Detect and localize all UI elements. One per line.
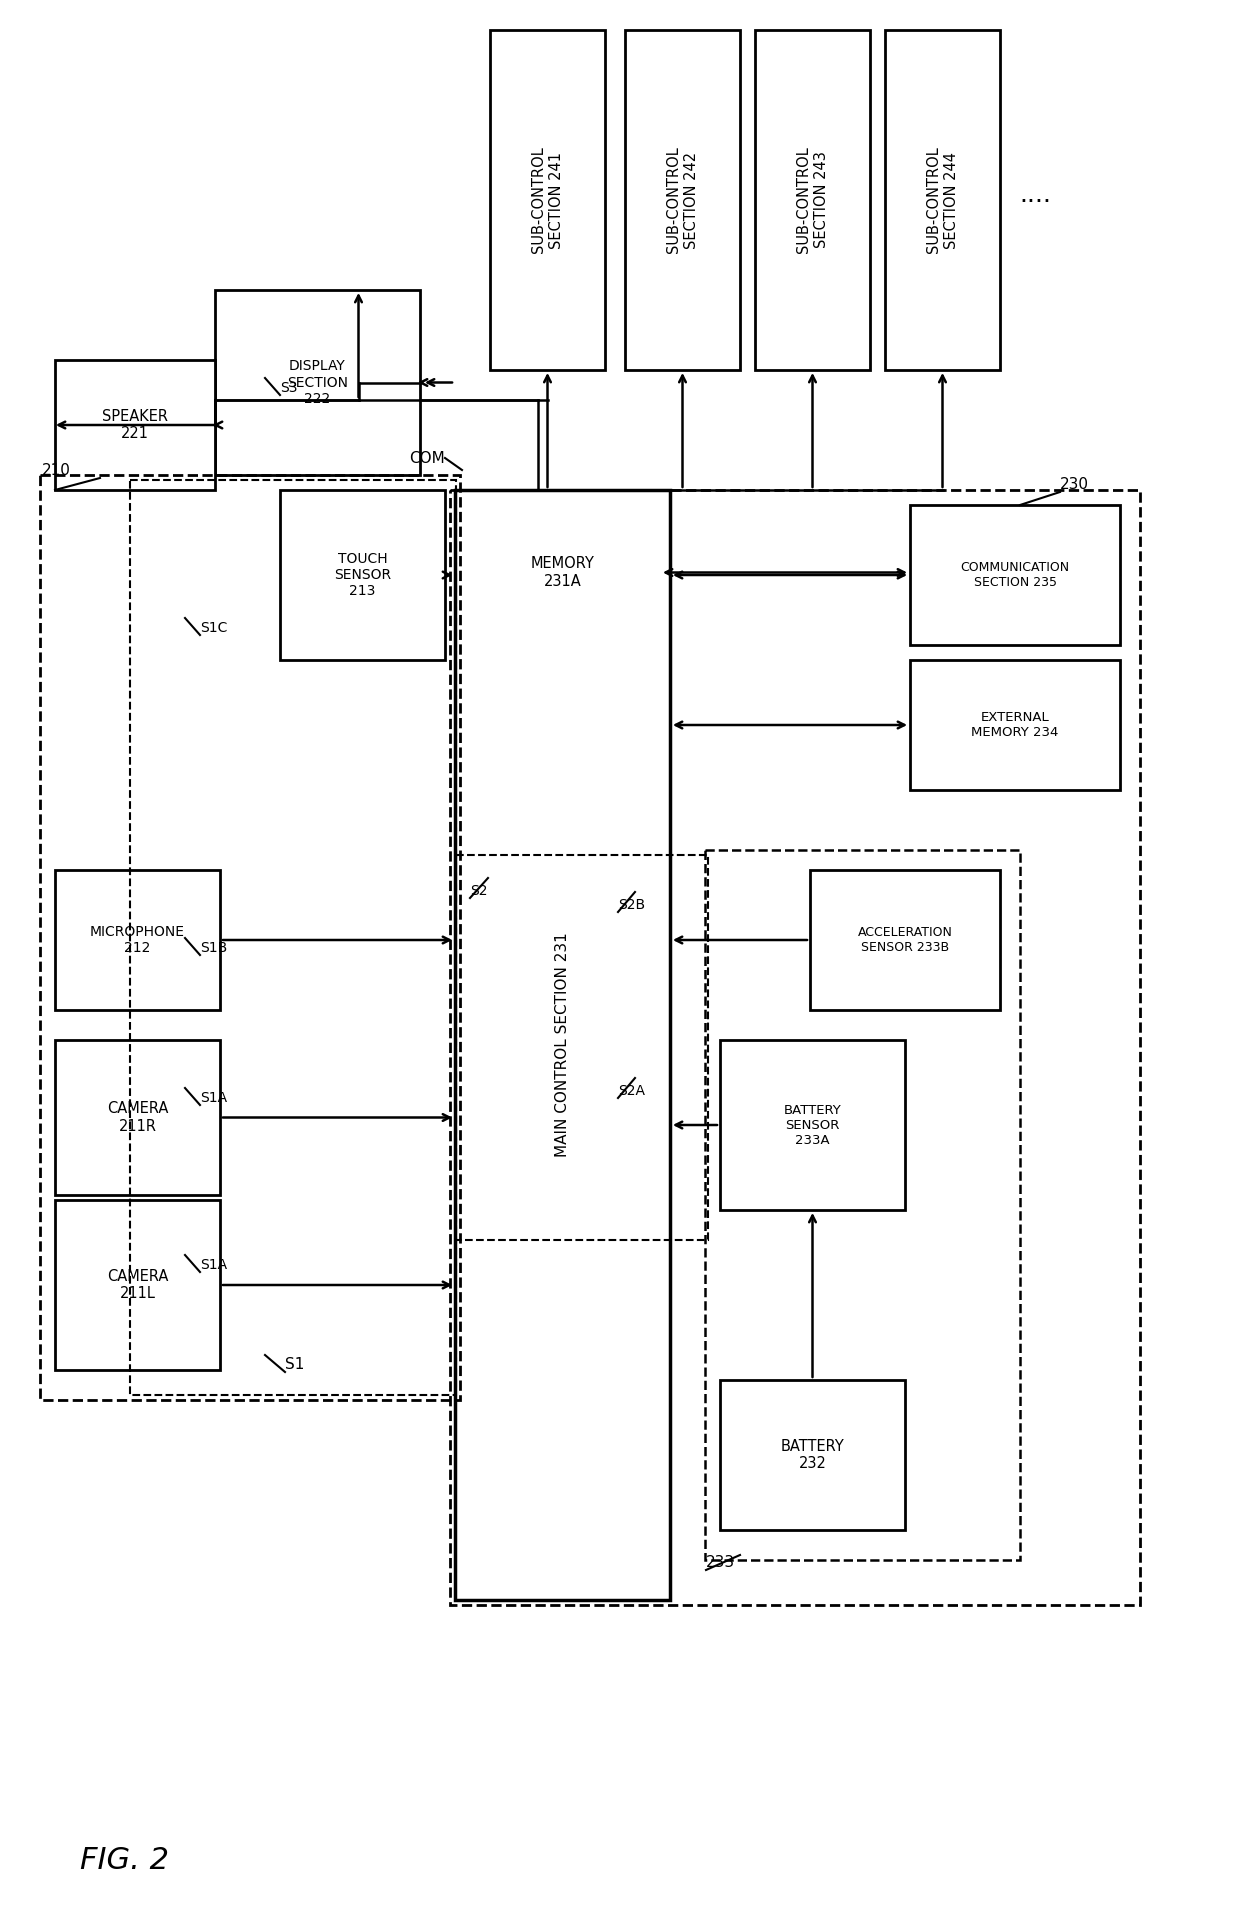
- Bar: [490, 31, 605, 370]
- Text: 233: 233: [706, 1555, 735, 1570]
- Bar: [40, 475, 460, 1399]
- Text: MEMORY
231A: MEMORY 231A: [531, 556, 594, 589]
- Text: SPEAKER
221: SPEAKER 221: [102, 408, 167, 441]
- Text: EXTERNAL
MEMORY 234: EXTERNAL MEMORY 234: [971, 711, 1059, 738]
- Bar: [755, 31, 870, 370]
- Bar: [885, 31, 999, 370]
- Text: MICROPHONE
212: MICROPHONE 212: [91, 924, 185, 955]
- Bar: [810, 870, 999, 1010]
- Text: ACCELERATION
SENSOR 233B: ACCELERATION SENSOR 233B: [858, 926, 952, 955]
- Bar: [455, 491, 670, 1601]
- Bar: [130, 479, 456, 1396]
- Text: S1A: S1A: [200, 1091, 227, 1104]
- Bar: [280, 491, 445, 659]
- Text: S1C: S1C: [200, 621, 227, 635]
- Text: BATTERY
232: BATTERY 232: [781, 1440, 844, 1470]
- Bar: [910, 504, 1120, 644]
- Bar: [910, 659, 1120, 790]
- Bar: [720, 1041, 905, 1210]
- Text: BATTERY
SENSOR
233A: BATTERY SENSOR 233A: [784, 1104, 842, 1146]
- Text: CAMERA
211L: CAMERA 211L: [107, 1269, 169, 1302]
- Bar: [55, 870, 219, 1010]
- Bar: [706, 849, 1021, 1560]
- Text: COM: COM: [409, 450, 445, 466]
- Text: S3: S3: [280, 381, 298, 395]
- Text: COMMUNICATION
SECTION 235: COMMUNICATION SECTION 235: [961, 562, 1070, 589]
- Bar: [55, 1200, 219, 1371]
- Text: SUB-CONTROL
SECTION 243: SUB-CONTROL SECTION 243: [796, 146, 828, 253]
- Bar: [450, 491, 1140, 1605]
- Bar: [55, 1041, 219, 1194]
- Bar: [55, 360, 215, 491]
- Text: MAIN CONTROL SECTION 231: MAIN CONTROL SECTION 231: [556, 934, 570, 1158]
- Bar: [456, 855, 708, 1240]
- Text: SUB-CONTROL
SECTION 242: SUB-CONTROL SECTION 242: [666, 146, 698, 253]
- Bar: [465, 504, 660, 640]
- Text: S2: S2: [470, 884, 487, 897]
- Text: SUB-CONTROL
SECTION 241: SUB-CONTROL SECTION 241: [531, 146, 564, 253]
- Text: SUB-CONTROL
SECTION 244: SUB-CONTROL SECTION 244: [926, 146, 959, 253]
- Text: S1A: S1A: [200, 1258, 227, 1273]
- Text: ....: ....: [1019, 182, 1052, 207]
- Text: S2A: S2A: [618, 1083, 645, 1098]
- Text: S1B: S1B: [200, 941, 227, 955]
- Text: DISPLAY
SECTION
222: DISPLAY SECTION 222: [286, 358, 348, 406]
- Text: S1: S1: [285, 1357, 304, 1373]
- Text: FIG. 2: FIG. 2: [81, 1846, 169, 1875]
- Text: CAMERA
211R: CAMERA 211R: [107, 1100, 169, 1133]
- Text: S2B: S2B: [618, 897, 645, 912]
- Bar: [720, 1380, 905, 1530]
- Text: 210: 210: [42, 464, 71, 477]
- Bar: [215, 289, 420, 475]
- Bar: [625, 31, 740, 370]
- Text: TOUCH
SENSOR
213: TOUCH SENSOR 213: [334, 552, 391, 598]
- Text: 230: 230: [1060, 477, 1089, 493]
